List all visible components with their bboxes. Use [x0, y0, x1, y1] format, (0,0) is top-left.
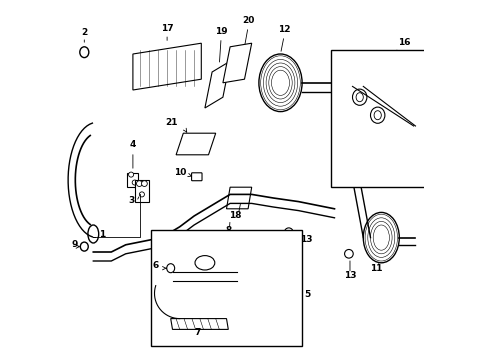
Bar	[151, 230, 302, 346]
Text: 14: 14	[333, 132, 346, 141]
Circle shape	[136, 181, 142, 186]
Bar	[330, 50, 431, 187]
Polygon shape	[133, 43, 201, 90]
Text: 7: 7	[194, 328, 201, 337]
Circle shape	[284, 228, 292, 237]
Text: 13: 13	[300, 235, 312, 244]
Polygon shape	[223, 43, 251, 83]
Text: 8: 8	[224, 226, 231, 235]
Polygon shape	[127, 173, 138, 187]
Polygon shape	[134, 180, 149, 202]
Circle shape	[344, 249, 352, 258]
Ellipse shape	[352, 89, 366, 105]
Text: 6: 6	[152, 261, 159, 270]
Text: 16: 16	[398, 38, 410, 47]
Circle shape	[128, 172, 133, 177]
Circle shape	[139, 192, 144, 197]
Text: 9: 9	[71, 240, 77, 249]
FancyBboxPatch shape	[191, 173, 202, 181]
Ellipse shape	[166, 264, 174, 273]
Polygon shape	[176, 133, 215, 155]
Text: 4: 4	[129, 140, 136, 149]
Text: 17: 17	[161, 24, 173, 33]
Text: 15: 15	[366, 157, 378, 166]
Text: 13: 13	[343, 271, 355, 280]
Circle shape	[132, 180, 137, 185]
Text: 11: 11	[369, 264, 381, 273]
Ellipse shape	[363, 212, 399, 263]
Ellipse shape	[370, 107, 384, 123]
Text: 1: 1	[99, 230, 105, 239]
Ellipse shape	[258, 54, 302, 112]
Text: 18: 18	[229, 211, 241, 220]
Text: 21: 21	[165, 118, 178, 127]
Text: 3: 3	[128, 197, 134, 206]
Text: 19: 19	[214, 27, 227, 36]
Ellipse shape	[195, 256, 214, 270]
Text: 10: 10	[174, 168, 186, 177]
Polygon shape	[204, 61, 230, 108]
Text: 20: 20	[242, 17, 254, 26]
Circle shape	[141, 181, 147, 186]
Polygon shape	[170, 319, 228, 329]
Text: 2: 2	[81, 28, 87, 37]
Text: 12: 12	[277, 26, 290, 35]
Polygon shape	[226, 187, 251, 209]
Text: 5: 5	[303, 290, 309, 299]
Ellipse shape	[365, 56, 385, 67]
